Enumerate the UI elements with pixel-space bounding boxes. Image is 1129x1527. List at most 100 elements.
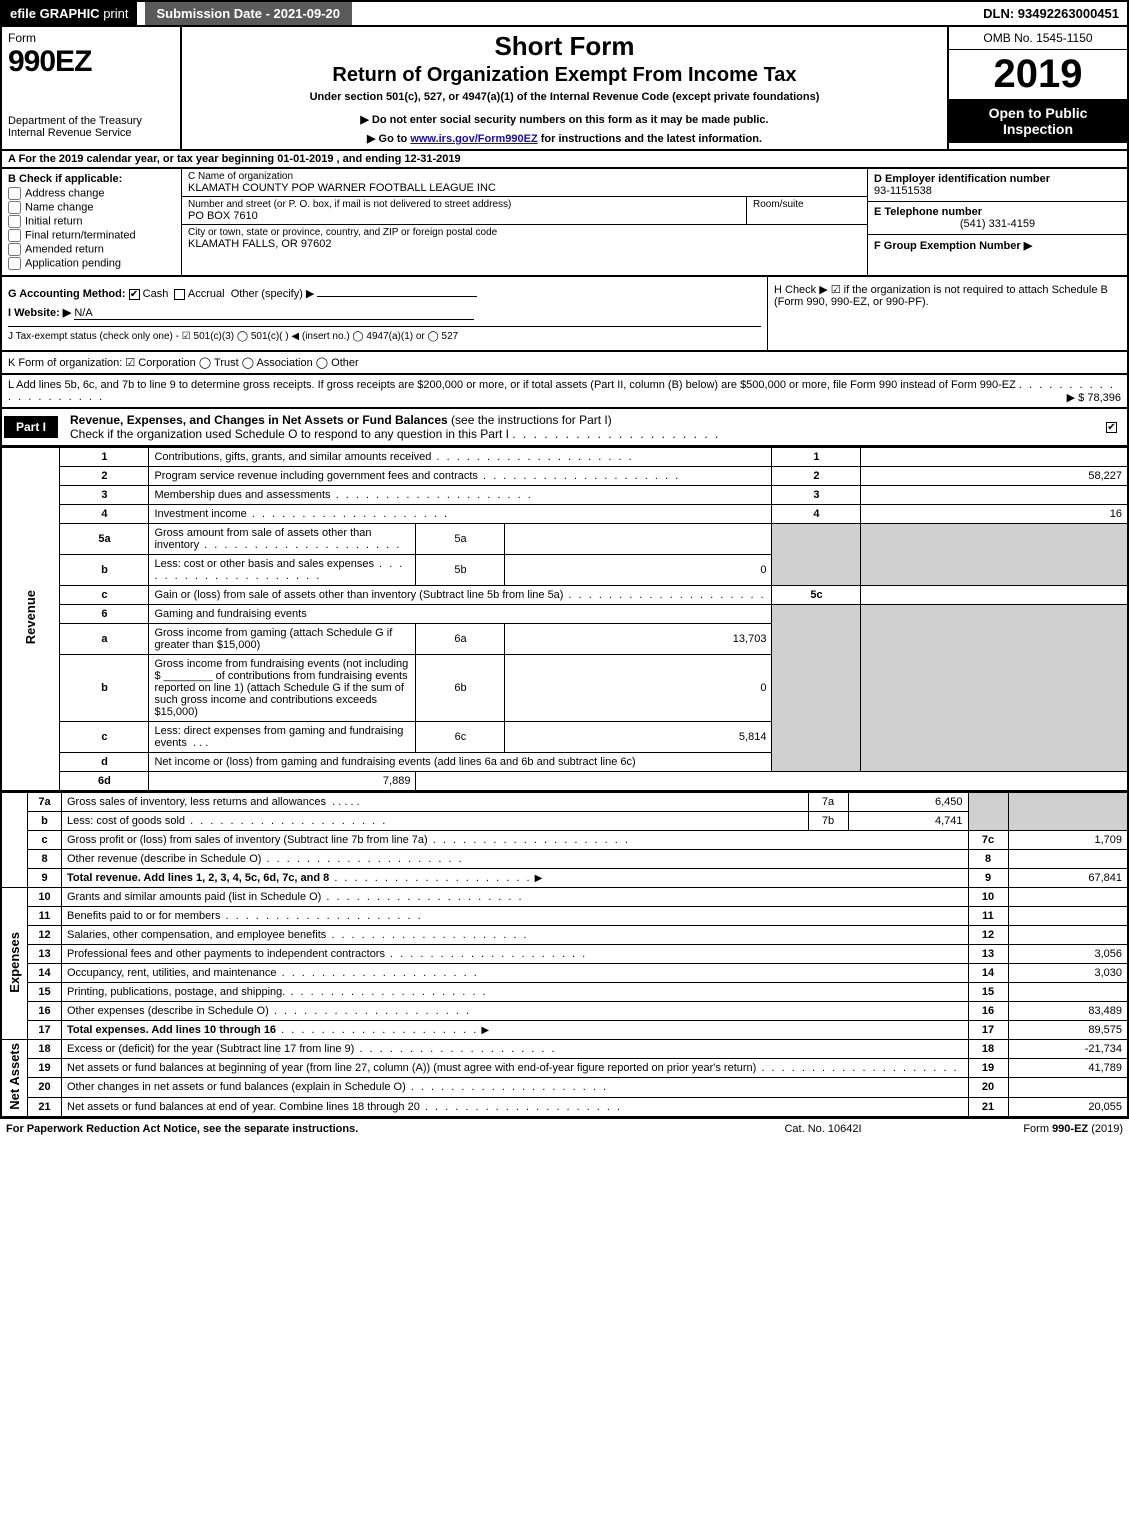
org-name: KLAMATH COUNTY POP WARNER FOOTBALL LEAGU… xyxy=(188,182,861,194)
footer-center: Cat. No. 10642I xyxy=(723,1123,923,1135)
footer-right: Form Form 990-EZ (2019)990-EZ (2019) xyxy=(923,1123,1123,1135)
line-amt xyxy=(1008,983,1128,1002)
line-col: 2 xyxy=(772,467,861,486)
phone-cell: E Telephone number (541) 331-4159 xyxy=(868,202,1127,235)
sub-val: 4,741 xyxy=(848,812,968,831)
section-b: B Check if applicable: Address change Na… xyxy=(2,169,182,275)
room-label: Room/suite xyxy=(753,199,861,210)
section-def: D Employer identification number 93-1151… xyxy=(867,169,1127,275)
line-desc: Printing, publications, postage, and shi… xyxy=(62,983,969,1002)
line-amt: 16 xyxy=(861,505,1128,524)
line-amt: 58,227 xyxy=(861,467,1128,486)
line-num: 4 xyxy=(60,505,149,524)
l-amount: ▶ $ 78,396 xyxy=(1067,391,1121,404)
sub-val: 0 xyxy=(505,555,772,586)
chk-amended-return[interactable]: Amended return xyxy=(8,243,175,256)
open-to-public: Open to Public Inspection xyxy=(949,99,1127,143)
line-desc: Investment income xyxy=(149,505,772,524)
line-desc: Total revenue. Add lines 1, 2, 3, 4, 5c,… xyxy=(62,869,969,888)
line-desc: Professional fees and other payments to … xyxy=(62,945,969,964)
sub-val: 0 xyxy=(505,655,772,722)
line-desc: Excess or (deficit) for the year (Subtra… xyxy=(62,1040,969,1059)
form-number: 990EZ xyxy=(8,45,174,79)
room-cell: Room/suite xyxy=(747,197,867,224)
line-desc: Salaries, other compensation, and employ… xyxy=(62,926,969,945)
sub-num: 5b xyxy=(416,555,505,586)
row-l-gross-receipts: L Add lines 5b, 6c, and 7b to line 9 to … xyxy=(0,375,1129,409)
part1-checkbox[interactable] xyxy=(1106,421,1127,433)
line-num: 6 xyxy=(60,605,149,624)
header-left: Form 990EZ Department of the Treasury In… xyxy=(2,27,182,149)
line-num: 2 xyxy=(60,467,149,486)
chk-initial-return[interactable]: Initial return xyxy=(8,215,175,228)
line-desc: Net income or (loss) from gaming and fun… xyxy=(149,753,772,772)
sub-val xyxy=(505,524,772,555)
line-num: 13 xyxy=(28,945,62,964)
city-label: City or town, state or province, country… xyxy=(188,227,861,238)
chk-label: Final return/terminated xyxy=(25,229,136,241)
goto-pre: ▶ Go to xyxy=(367,133,410,145)
netassets-section-label: Net Assets xyxy=(1,1040,28,1117)
chk-accrual[interactable] xyxy=(174,289,185,300)
part1-note: (see the instructions for Part I) xyxy=(451,413,612,427)
line-col: 11 xyxy=(968,907,1008,926)
part1-header: Part I Revenue, Expenses, and Changes in… xyxy=(0,409,1129,447)
line-num: 9 xyxy=(28,869,62,888)
other-label: Other (specify) ▶ xyxy=(231,288,315,300)
other-input[interactable] xyxy=(317,296,477,297)
grey-cell xyxy=(968,793,1008,831)
omb-number: OMB No. 1545-1150 xyxy=(949,27,1127,50)
line-amt xyxy=(1008,907,1128,926)
part1-title-text: Revenue, Expenses, and Changes in Net As… xyxy=(70,413,448,427)
line-amt xyxy=(861,586,1128,605)
page-footer: For Paperwork Reduction Act Notice, see … xyxy=(0,1118,1129,1139)
line-num: 11 xyxy=(28,907,62,926)
submission-date: Submission Date - 2021-09-20 xyxy=(145,2,353,25)
line-col: 10 xyxy=(968,888,1008,907)
line-desc: Gross income from gaming (attach Schedul… xyxy=(149,624,416,655)
line-num: b xyxy=(60,655,149,722)
chk-final-return[interactable]: Final return/terminated xyxy=(8,229,175,242)
line-col: 5c xyxy=(772,586,861,605)
block-identity: B Check if applicable: Address change Na… xyxy=(0,169,1129,277)
chk-cash[interactable] xyxy=(129,289,140,300)
line-desc: Net assets or fund balances at beginning… xyxy=(62,1059,969,1078)
line-col: 3 xyxy=(772,486,861,505)
sub-val: 5,814 xyxy=(505,722,772,753)
revenue-section-label-cont xyxy=(1,793,28,888)
line-desc: Gross income from fundraising events (no… xyxy=(149,655,416,722)
line-num: c xyxy=(60,722,149,753)
goto-post: for instructions and the latest informat… xyxy=(538,133,762,145)
line-amt: 20,055 xyxy=(1008,1097,1128,1117)
chk-address-change[interactable]: Address change xyxy=(8,187,175,200)
line-amt: -21,734 xyxy=(1008,1040,1128,1059)
line-num: 20 xyxy=(28,1078,62,1097)
line-col: 8 xyxy=(968,850,1008,869)
dept-text: Department of the Treasury xyxy=(8,115,142,127)
part1-tag: Part I xyxy=(4,416,58,438)
row-j-tax-exempt: J Tax-exempt status (check only one) - ☑… xyxy=(8,326,761,346)
expenses-section-label: Expenses xyxy=(1,888,28,1040)
top-bar: efile GRAPHIC print Submission Date - 20… xyxy=(0,0,1129,27)
group-exemption-label: F Group Exemption Number ▶ xyxy=(874,240,1032,252)
print-link[interactable]: print xyxy=(103,6,128,21)
chk-application-pending[interactable]: Application pending xyxy=(8,257,175,270)
dept-treasury: Department of the Treasury Internal Reve… xyxy=(8,115,174,139)
row-a-tax-year: A For the 2019 calendar year, or tax yea… xyxy=(0,151,1129,169)
street-val: PO BOX 7610 xyxy=(188,210,740,222)
chk-name-change[interactable]: Name change xyxy=(8,201,175,214)
line-col: 7c xyxy=(968,831,1008,850)
section-g: G Accounting Method: Cash Accrual Other … xyxy=(2,277,767,350)
part1-table-cont: 7a Gross sales of inventory, less return… xyxy=(0,792,1129,1118)
line-col: 21 xyxy=(968,1097,1008,1117)
line-amt xyxy=(1008,1078,1128,1097)
city-val: KLAMATH FALLS, OR 97602 xyxy=(188,238,861,250)
sub-val: 13,703 xyxy=(505,624,772,655)
irs-link[interactable]: www.irs.gov/Form990EZ xyxy=(410,133,537,145)
l-text: L Add lines 5b, 6c, and 7b to line 9 to … xyxy=(8,379,1016,391)
line-desc: Occupancy, rent, utilities, and maintena… xyxy=(62,964,969,983)
form-label: Form xyxy=(8,31,174,45)
line-num: 18 xyxy=(28,1040,62,1059)
line-col: 12 xyxy=(968,926,1008,945)
line-num: 15 xyxy=(28,983,62,1002)
